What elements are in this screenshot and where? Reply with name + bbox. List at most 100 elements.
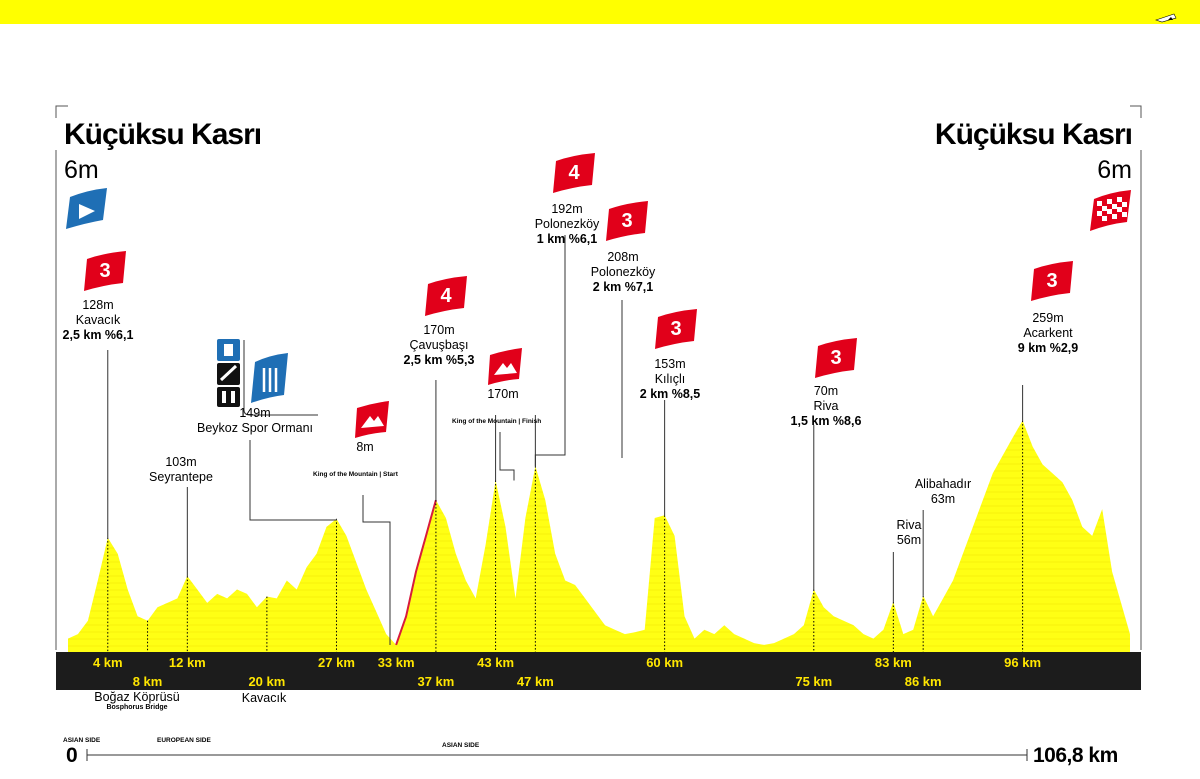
distance-start: 0	[66, 744, 78, 767]
climb-category-number: 4	[440, 285, 452, 307]
km-tick-labels: 4 km 12 km 27 km 33 km 43 km 60 km 83 km 96 km 8…	[93, 655, 1041, 689]
climb-category-number: 3	[830, 347, 841, 369]
point-alt: 103m	[165, 455, 197, 469]
kom-finish-leader	[499, 432, 515, 481]
climb-label-riva: 70m Riva 1,5 km %8,6	[779, 384, 873, 429]
climb-alt: 153m	[654, 357, 686, 371]
place-label-bridge: Boğaz Köprüsü Bosphorus Bridge	[82, 691, 192, 712]
point-alt: 63m	[930, 492, 956, 506]
climb-label-polonezkoy-2: 208m Polonezköy 2 km %7,1	[578, 250, 668, 295]
climb-category-number: 3	[1046, 270, 1057, 292]
climb-category-badge: 3	[1031, 261, 1073, 301]
km-tick-label: 4 km	[93, 655, 123, 670]
point-label-riva: Riva 56m	[887, 518, 931, 548]
kom-start-note: King of the Mountain | Start	[313, 471, 398, 478]
climb-detail: 2 km %7,1	[592, 280, 654, 294]
point-name: Alibahadır	[914, 477, 972, 491]
climb-alt: 70m	[813, 384, 839, 398]
climb-name: Polonezköy	[534, 217, 600, 231]
chart-marks: 3 4 4 3 3 3 3	[84, 153, 1073, 652]
elevation-profile-area	[68, 420, 1130, 652]
km-tick-label: 83 km	[875, 655, 912, 670]
point-label-alibahadir: Alibahadır 63m	[910, 477, 976, 507]
climb-category-number: 4	[568, 162, 580, 184]
climb-label-cavusbasi: 170m Çavuşbaşı 2,5 km %5,3	[395, 323, 483, 368]
climb-category-badge: 4	[553, 153, 595, 193]
climb-detail: 2,5 km %6,1	[62, 328, 134, 342]
bridge-name-en: Bosphorus Bridge	[106, 704, 168, 711]
climb-label-kilicli: 153m Kılıçlı 2 km %8,5	[626, 357, 714, 402]
climb-name: Polonezköy	[590, 265, 656, 279]
finish-name: Küçüksu Kasrı	[934, 118, 1133, 151]
kom-segment-line	[395, 499, 437, 646]
point-name: Beykoz Spor Ormanı	[196, 421, 313, 435]
km-tick-label: 96 km	[1004, 655, 1041, 670]
mountain-icon	[488, 348, 522, 385]
climb-detail: 2,5 km %5,3	[403, 353, 475, 367]
point-label-kom-finish-alt: 170m	[487, 387, 519, 401]
climb-detail: 2 km %8,5	[639, 387, 701, 401]
climb-detail: 9 km %2,9	[1017, 341, 1079, 355]
start-flag-icon	[66, 188, 107, 229]
climb-alt: 192m	[551, 202, 583, 216]
climb-label-polonezkoy-1: 192m Polonezköy 1 km %6,1	[522, 202, 612, 247]
start-name: Küçüksu Kasrı	[64, 118, 262, 151]
climb-name: Kavacık	[75, 313, 121, 327]
top-yellow-bar	[0, 0, 1200, 24]
climb-detail: 1 km %6,1	[536, 232, 598, 246]
point-name: Riva	[896, 518, 922, 532]
start-altitude: 6m	[64, 156, 99, 184]
km-tick-label: 86 km	[905, 674, 942, 689]
frame	[55, 105, 1142, 650]
finish-altitude: 6m	[1097, 156, 1132, 184]
km-axis-band	[56, 652, 1141, 690]
climb-alt: 208m	[607, 250, 639, 264]
km-tick-label: 43 km	[477, 655, 514, 670]
climb-name: Riva	[813, 399, 839, 413]
km-tick-label: 8 km	[133, 674, 163, 689]
climb-label-acarkent: 259m Acarkent 9 km %2,9	[1000, 311, 1096, 356]
climb-name: Çavuşbaşı	[409, 338, 469, 352]
climb-detail: 1,5 km %8,6	[790, 414, 862, 428]
climb-category-number: 3	[621, 210, 632, 232]
point-alt: 149m	[239, 406, 271, 420]
feed-leader	[249, 440, 337, 521]
side-note-asian-2: ASIAN SIDE	[442, 742, 480, 749]
mountain-icon	[355, 401, 389, 438]
distance-end: 106,8 km	[1033, 744, 1118, 767]
climb-label-kavacik: 128m Kavacık 2,5 km %6,1	[56, 298, 140, 343]
km-tick-label: 20 km	[248, 674, 285, 689]
km-tick-label: 47 km	[517, 674, 554, 689]
climb-category-badge: 3	[606, 201, 648, 241]
km-tick-label: 75 km	[795, 674, 832, 689]
point-name: Seyrantepe	[149, 470, 213, 484]
side-note-european: EUROPEAN SIDE	[157, 737, 211, 744]
climb-category-badge: 4	[425, 276, 467, 316]
logo-icon	[1155, 13, 1177, 23]
climb-category-badge: 3	[655, 309, 697, 349]
bridge-name: Boğaz Köprüsü	[94, 690, 180, 704]
distance-axis	[86, 749, 1028, 761]
climb-alt: 170m	[423, 323, 455, 337]
kom-finish-note: King of the Mountain | Finish	[452, 418, 542, 425]
polonezkoy-leader	[534, 235, 566, 467]
climb-category-badge: 3	[84, 251, 126, 291]
climb-category-badge: 3	[815, 338, 857, 378]
climb-name: Acarkent	[1023, 326, 1073, 340]
point-label-seyrantepe: 103m Seyrantepe	[136, 455, 226, 485]
climb-category-number: 3	[670, 318, 681, 340]
climb-alt: 259m	[1032, 311, 1064, 325]
climb-category-number: 3	[99, 260, 110, 282]
point-label-feed: 149m Beykoz Spor Ormanı	[190, 406, 320, 436]
point-label-kom-start-alt: 8m	[356, 440, 374, 454]
kom-start-leader	[362, 495, 391, 645]
climb-alt: 128m	[82, 298, 114, 312]
feed-zone-icons	[217, 339, 318, 416]
km-tick-label: 60 km	[646, 655, 683, 670]
point-alt: 56m	[896, 533, 922, 547]
km-tick-label: 37 km	[417, 674, 454, 689]
side-note-asian-1: ASIAN SIDE	[63, 737, 101, 744]
chequered-flag-icon	[1090, 190, 1131, 231]
km-tick-label: 12 km	[169, 655, 206, 670]
